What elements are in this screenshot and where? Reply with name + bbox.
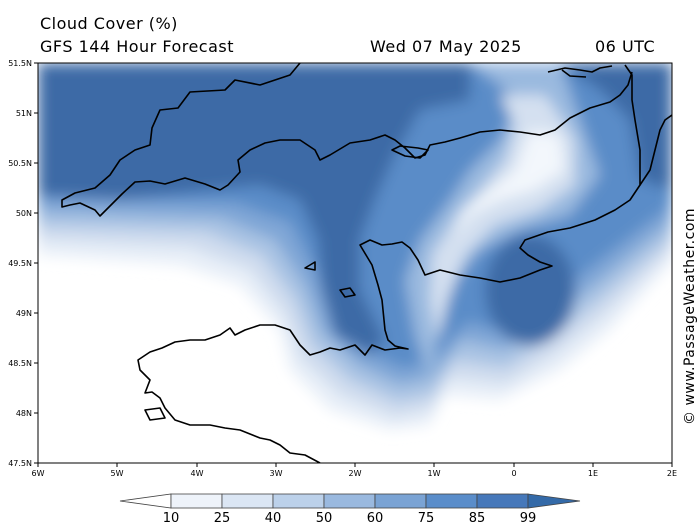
coastline-channel-islands bbox=[339, 287, 356, 298]
colorbar-swatch bbox=[272, 493, 325, 509]
colorbar-label: 75 bbox=[418, 511, 435, 525]
lat-label: 48.5N bbox=[8, 359, 32, 368]
lon-label: 4W bbox=[191, 469, 204, 478]
colorbar-swatch bbox=[476, 493, 529, 509]
lat-label: 47.5N bbox=[8, 459, 32, 468]
lon-label: 2W bbox=[349, 469, 362, 478]
colorbar-swatch bbox=[374, 493, 427, 509]
colorbar-min-arrow bbox=[119, 493, 172, 509]
colorbar-swatch bbox=[221, 493, 274, 509]
variable-title: Cloud Cover (%) bbox=[40, 14, 178, 33]
lat-label: 49.5N bbox=[8, 259, 32, 268]
coastline-france bbox=[137, 64, 641, 463]
cloud-cover-field bbox=[38, 63, 672, 463]
colorbar-label: 10 bbox=[163, 511, 180, 525]
colorbar-label: 40 bbox=[265, 511, 282, 525]
model-title: GFS 144 Hour Forecast bbox=[40, 37, 235, 56]
lon-label: 0 bbox=[511, 469, 516, 478]
lat-label: 49N bbox=[16, 309, 32, 318]
lon-label: 1W bbox=[428, 469, 441, 478]
colorbar-swatch bbox=[425, 493, 478, 509]
colorbar: 10 25 40 50 60 75 85 99 bbox=[119, 493, 581, 525]
colorbar-max-arrow bbox=[527, 493, 581, 509]
forecast-date: Wed 07 May 2025 bbox=[370, 37, 522, 56]
lon-label: 2E bbox=[667, 469, 677, 478]
coastline-isle-of-wight bbox=[391, 145, 429, 159]
coastlines bbox=[61, 63, 672, 463]
lon-label: 1E bbox=[588, 469, 598, 478]
lon-label: 5W bbox=[111, 469, 124, 478]
coastline-thames bbox=[547, 65, 613, 73]
lon-label: 3W bbox=[270, 469, 283, 478]
colorbar-label: 25 bbox=[214, 511, 231, 525]
coastline-england bbox=[61, 63, 633, 217]
colorbar-label: 99 bbox=[520, 511, 537, 525]
lon-label: 6W bbox=[32, 469, 45, 478]
lat-label: 50.5N bbox=[8, 159, 32, 168]
colorbar-label: 50 bbox=[316, 511, 333, 525]
latitude-axis: 51.5N 51N 50.5N 50N 49.5N 49N 48.5N 48N … bbox=[8, 59, 38, 468]
lat-label: 51N bbox=[16, 109, 32, 118]
colorbar-label: 60 bbox=[367, 511, 384, 525]
longitude-axis: 6W 5W 4W 3W 2W 1W 0 1E 2E bbox=[32, 463, 677, 478]
watermark: © www.PassageWeather.com bbox=[682, 208, 698, 425]
colorbar-swatch bbox=[170, 493, 223, 509]
colorbar-swatch bbox=[323, 493, 376, 509]
colorbar-label: 85 bbox=[469, 511, 486, 525]
lat-label: 48N bbox=[16, 409, 32, 418]
forecast-time: 06 UTC bbox=[595, 37, 656, 56]
lat-label: 50N bbox=[16, 209, 32, 218]
lat-label: 51.5N bbox=[8, 59, 32, 68]
coastline-belgium bbox=[639, 114, 672, 186]
